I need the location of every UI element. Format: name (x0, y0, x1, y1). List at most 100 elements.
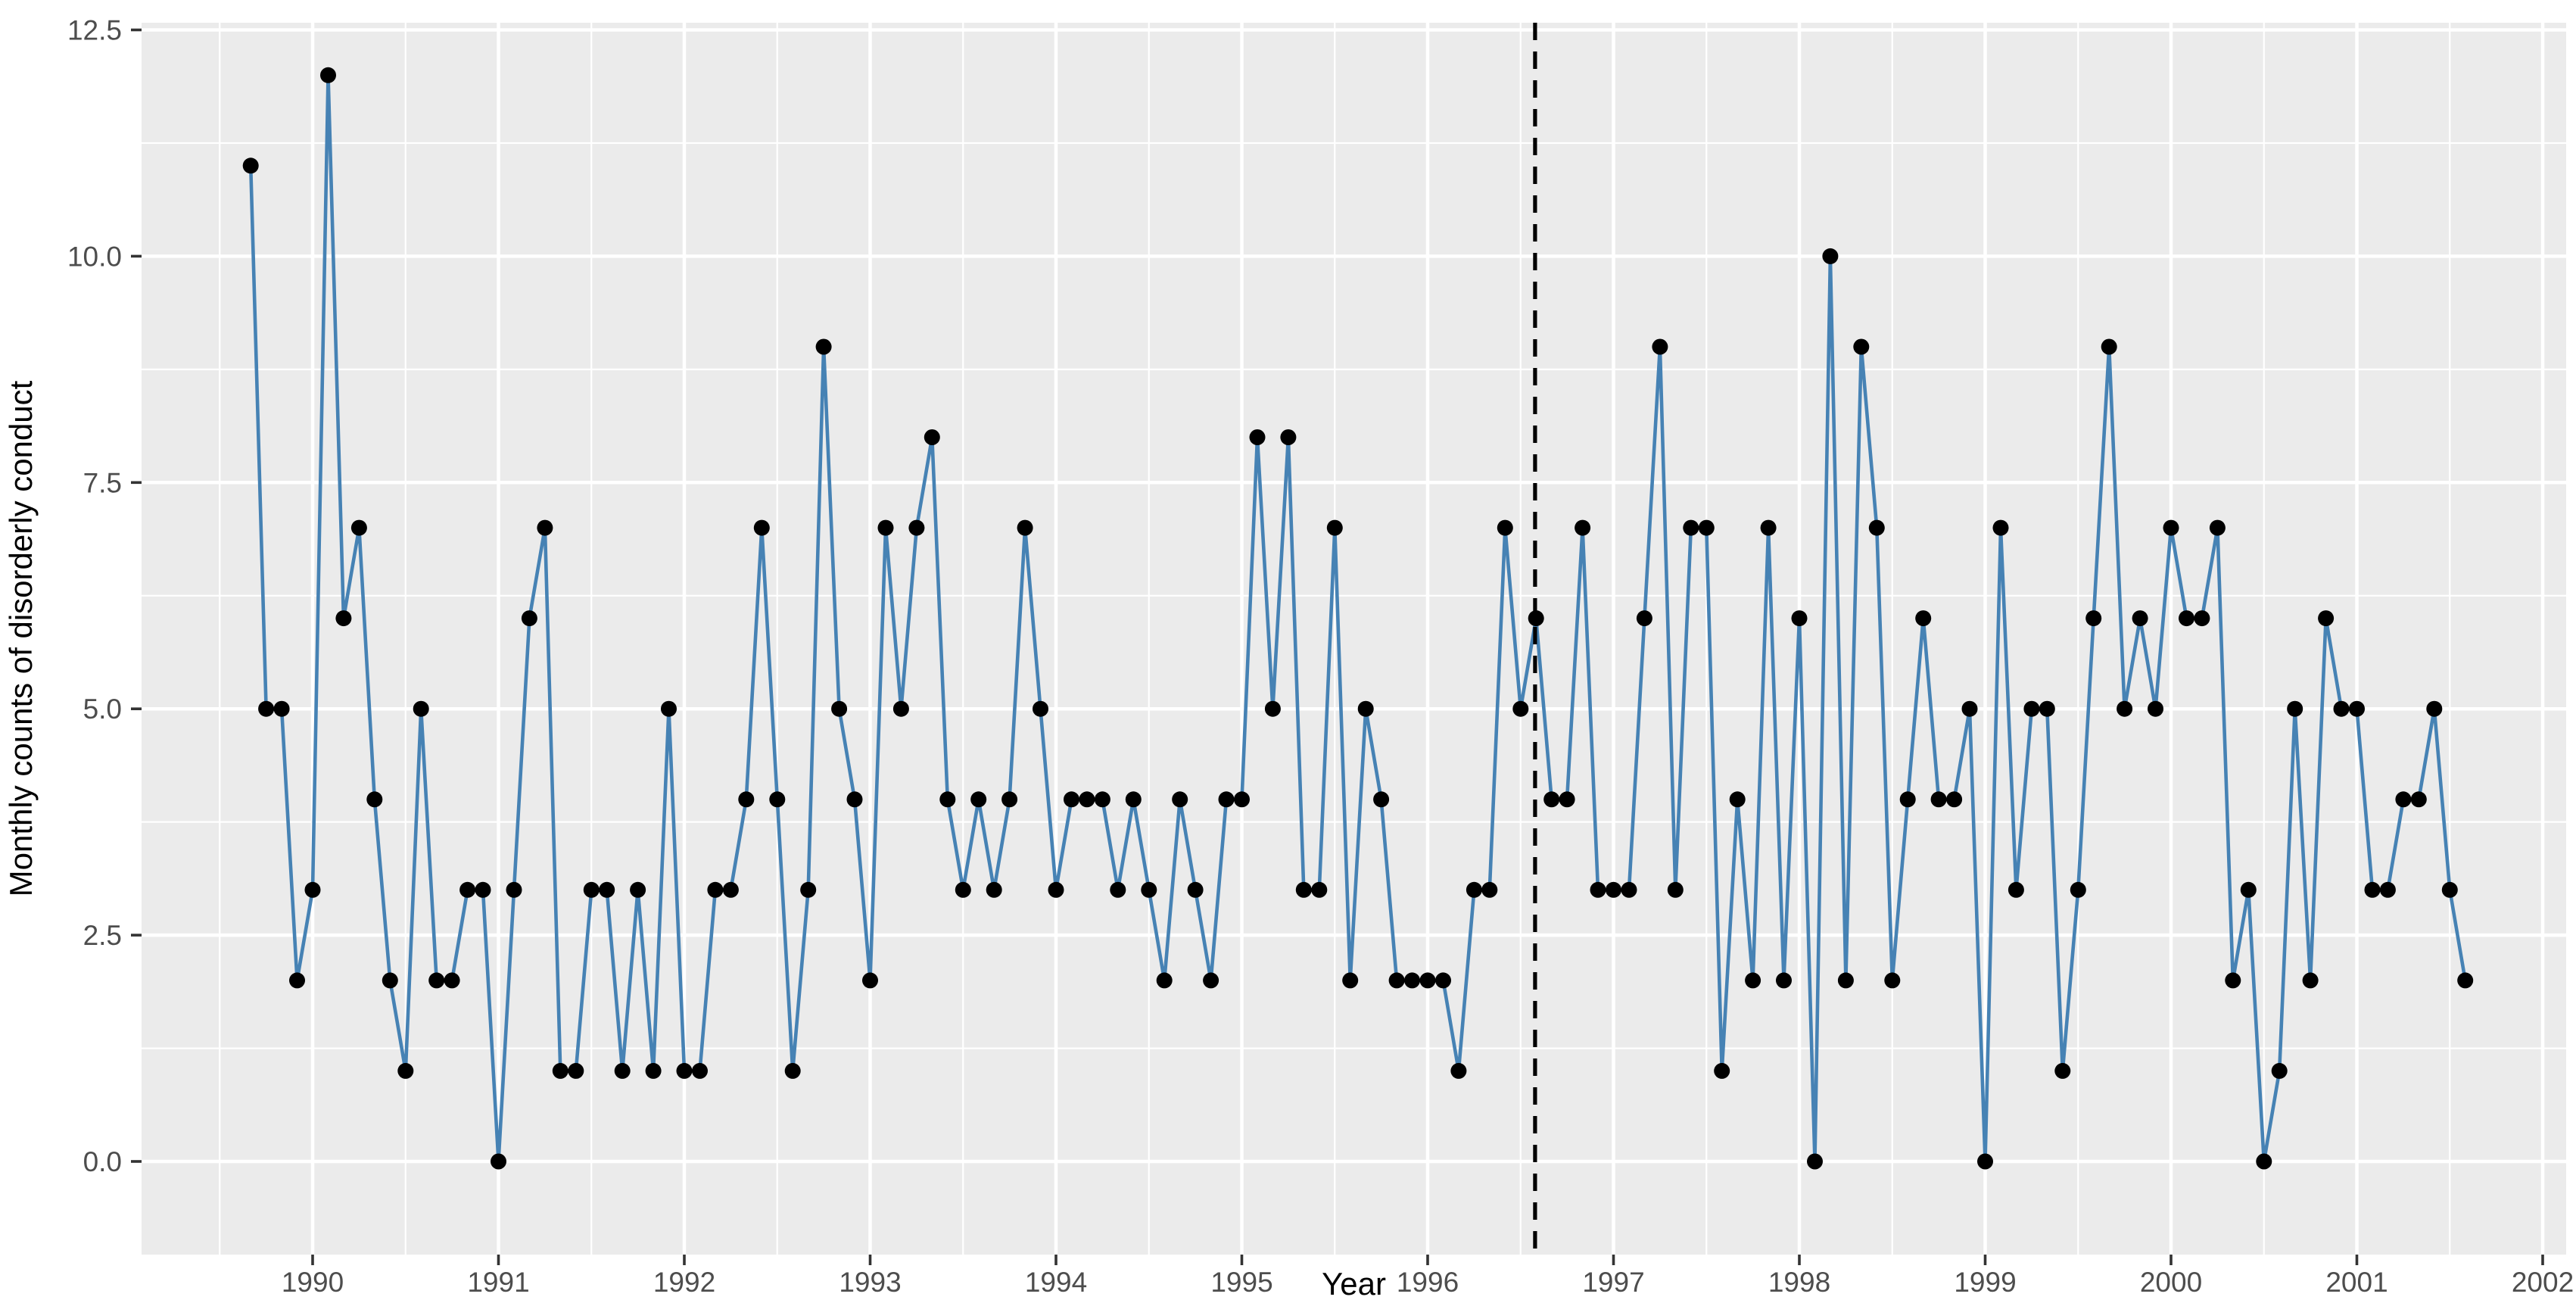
data-point (506, 881, 522, 898)
x-tick-label: 1992 (653, 1267, 715, 1298)
data-point (2410, 791, 2427, 808)
data-point (846, 791, 863, 808)
x-tick-label: 1995 (1210, 1267, 1272, 1298)
data-point (1125, 791, 1142, 808)
data-point (2457, 972, 2474, 989)
data-point (738, 791, 755, 808)
data-point (2163, 519, 2179, 536)
data-point (815, 338, 832, 355)
data-point (289, 972, 305, 989)
data-point (1311, 881, 1328, 898)
data-point (304, 881, 321, 898)
data-point (1915, 610, 1932, 627)
data-point (707, 881, 724, 898)
data-point (1543, 791, 1560, 808)
data-point (661, 700, 677, 717)
data-point (1404, 972, 1420, 989)
x-tick-label: 1998 (1768, 1267, 1830, 1298)
data-point (568, 1062, 584, 1079)
data-point (2302, 972, 2319, 989)
data-point (1946, 791, 1963, 808)
x-axis: 1990 1991 1992 1993 1994 1995 1996 1997 1998 1999… (282, 1255, 2574, 1298)
data-point (1559, 791, 1575, 808)
data-point (428, 972, 445, 989)
data-point (1481, 881, 1498, 898)
data-point (1899, 791, 1916, 808)
data-point (397, 1062, 414, 1079)
x-tick-label: 1996 (1397, 1267, 1459, 1298)
data-point (970, 791, 987, 808)
data-point (986, 881, 1002, 898)
x-tick-label: 1999 (1954, 1267, 2016, 1298)
data-point (382, 972, 398, 989)
major-gridlines (142, 23, 2566, 1255)
data-point (1636, 610, 1652, 627)
x-axis-title: Year (1322, 1266, 1386, 1300)
data-point (1698, 519, 1715, 536)
series-points (242, 67, 2474, 1170)
data-point (831, 700, 848, 717)
data-point (1745, 972, 1761, 989)
data-point (2132, 610, 2148, 627)
data-point (413, 700, 429, 717)
data-point (583, 881, 600, 898)
data-point (722, 881, 739, 898)
x-tick-label: 2002 (2512, 1267, 2574, 1298)
data-point (258, 700, 275, 717)
data-point (1326, 519, 1343, 536)
data-point (1497, 519, 1513, 536)
data-point (1373, 791, 1390, 808)
data-point (1141, 881, 1157, 898)
y-axis-title: Monthly counts of disorderly conduct (3, 380, 39, 896)
data-point (1187, 881, 1204, 898)
data-point (537, 519, 553, 536)
data-point (645, 1062, 662, 1079)
data-point (800, 881, 817, 898)
data-point (552, 1062, 568, 1079)
data-point (1017, 519, 1033, 536)
data-point (1264, 700, 1281, 717)
data-point (2023, 700, 2040, 717)
data-point (2179, 610, 2194, 627)
data-point (2008, 881, 2024, 898)
data-point (2070, 881, 2086, 898)
x-tick-label: 1997 (1582, 1267, 1644, 1298)
data-point (2085, 610, 2102, 627)
data-point (1435, 972, 1451, 989)
data-point (2101, 338, 2117, 355)
data-point (273, 700, 290, 717)
data-point (1110, 881, 1126, 898)
data-point (320, 67, 336, 83)
data-point (955, 881, 971, 898)
data-point (939, 791, 956, 808)
data-point (2148, 700, 2163, 717)
data-point (1203, 972, 1219, 989)
data-point (1249, 429, 1266, 445)
x-tick-label: 2001 (2325, 1267, 2388, 1298)
data-point (1419, 972, 1436, 989)
data-point (1652, 338, 1668, 355)
data-point (1388, 972, 1405, 989)
data-point (1807, 1153, 1823, 1170)
data-point (2426, 700, 2443, 717)
data-point (1064, 791, 1079, 808)
x-tick-label: 1993 (839, 1267, 901, 1298)
data-point (1977, 1153, 1993, 1170)
data-point (784, 1062, 801, 1079)
data-point (2054, 1062, 2071, 1079)
data-point (1466, 881, 1482, 898)
data-point (2379, 881, 2396, 898)
data-point (1930, 791, 1947, 808)
data-point (1621, 881, 1637, 898)
series-line (248, 73, 2467, 1164)
data-point (692, 1062, 708, 1079)
data-point (1667, 881, 1684, 898)
data-point (1172, 791, 1188, 808)
data-point (1853, 338, 1870, 355)
data-point (2395, 791, 2412, 808)
data-point (630, 881, 646, 898)
x-tick-label: 1990 (282, 1267, 344, 1298)
data-point (366, 791, 383, 808)
x-tick-label: 2000 (2140, 1267, 2202, 1298)
